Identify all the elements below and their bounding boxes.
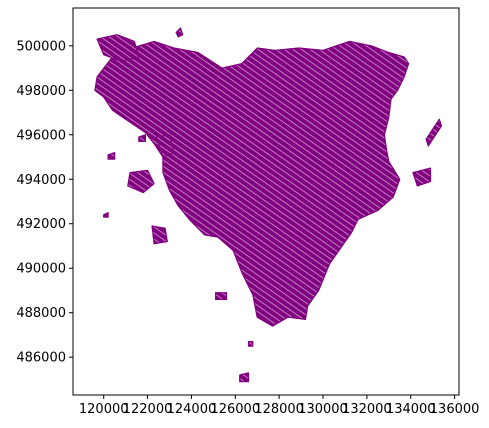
region-north-west-block [96, 34, 140, 63]
region-east-ring [412, 167, 432, 187]
x-tick-label: 120000 [79, 402, 129, 417]
x-tick-label: 134000 [386, 402, 436, 417]
region-west-island-1 [127, 169, 155, 194]
region-south-west-island [151, 225, 168, 245]
y-tick-label: 492000 [16, 217, 66, 232]
plot-frame [72, 7, 460, 396]
region-west-island-2 [155, 134, 175, 158]
x-tick-label: 126000 [210, 402, 260, 417]
x-tick-label: 122000 [123, 402, 173, 417]
y-tick-label: 498000 [16, 84, 66, 99]
region-west-small-2 [107, 152, 116, 160]
x-tick-label: 130000 [298, 402, 348, 417]
region-main-parcels [94, 40, 410, 327]
x-tick-label: 124000 [167, 402, 217, 417]
x-tick-label: 136000 [430, 402, 480, 417]
region-west-dot [103, 212, 109, 218]
x-axis: 1200001220001240001260001280001300001320… [79, 395, 480, 417]
y-axis: 486000 488000 490000 492000 494000 496000 4980… [16, 39, 73, 366]
x-tick-label: 132000 [342, 402, 392, 417]
region-south-fragment-3 [247, 341, 254, 347]
y-tick-label: 500000 [16, 39, 66, 54]
x-tick-label: 128000 [254, 402, 304, 417]
region-west-small-1 [138, 134, 146, 142]
region-north-tip [175, 27, 184, 38]
region-east-strip [425, 118, 443, 147]
y-tick-label: 496000 [16, 128, 66, 143]
region-south-fragment-1 [215, 292, 228, 300]
y-tick-label: 490000 [16, 262, 66, 277]
y-tick-label: 486000 [16, 351, 66, 366]
y-tick-label: 494000 [16, 173, 66, 188]
parcel-regions [94, 27, 443, 383]
y-tick-label: 488000 [16, 306, 66, 321]
region-south-fragment-2 [239, 372, 250, 383]
